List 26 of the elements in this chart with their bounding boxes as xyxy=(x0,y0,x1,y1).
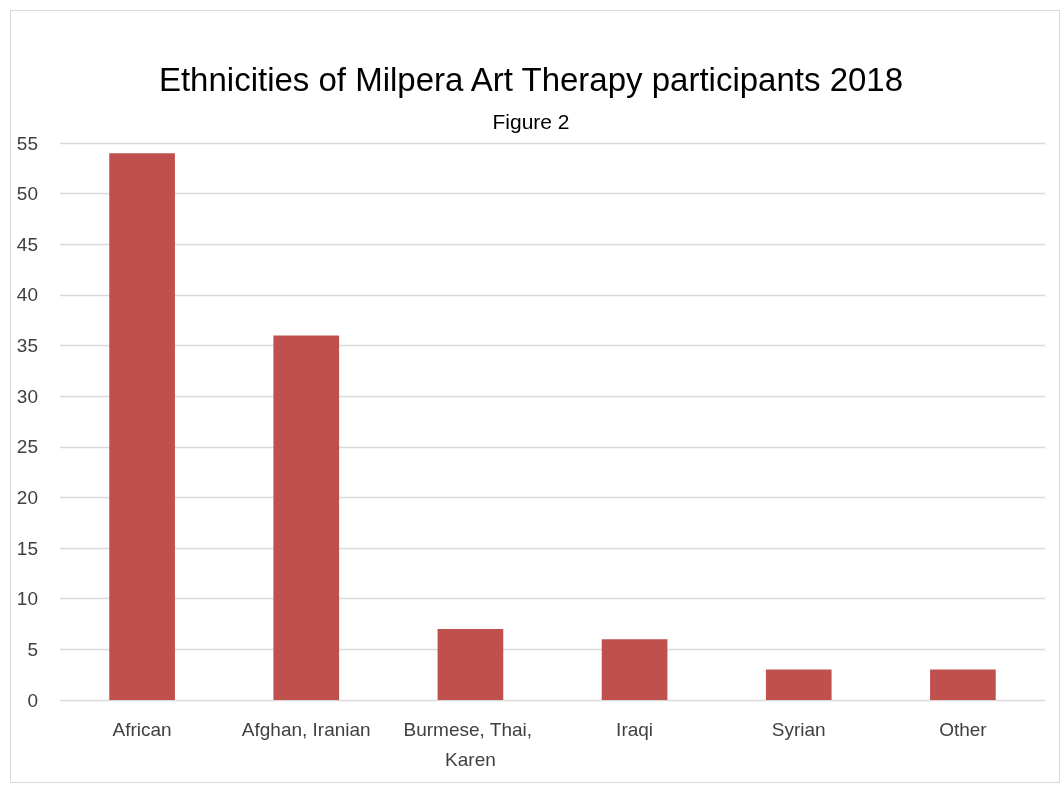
bar xyxy=(437,629,504,700)
x-tick-label: Iraqi xyxy=(616,718,654,740)
y-tick-label: 10 xyxy=(16,588,38,610)
y-tick-label: 40 xyxy=(16,284,38,306)
chart-title: Ethnicities of Milpera Art Therapy participants 2018 xyxy=(158,61,904,98)
x-tick-label: Syrian xyxy=(771,718,826,740)
y-tick-label: 15 xyxy=(16,537,38,559)
bar xyxy=(109,153,175,700)
y-tick-label: 45 xyxy=(16,233,38,255)
y-tick-label: 55 xyxy=(16,132,38,154)
y-tick-label: 20 xyxy=(16,486,38,508)
bar xyxy=(273,335,340,700)
x-tick-label: Burmese, Thai, Karen xyxy=(403,718,538,770)
x-tick-label: Other xyxy=(939,718,988,740)
y-tick-label: 30 xyxy=(16,385,38,407)
bar xyxy=(930,669,996,700)
bar xyxy=(765,669,832,700)
bar xyxy=(601,639,668,700)
x-tick-label: African xyxy=(112,718,172,740)
y-tick-label: 25 xyxy=(16,436,38,458)
chart-subtitle: Figure 2 xyxy=(492,110,570,133)
y-tick-label: 5 xyxy=(27,638,38,660)
y-tick-label: 50 xyxy=(16,183,38,205)
y-tick-label: 0 xyxy=(27,689,38,711)
x-tick-label: Afghan, Iranian xyxy=(241,718,371,740)
y-tick-label: 35 xyxy=(16,335,38,357)
